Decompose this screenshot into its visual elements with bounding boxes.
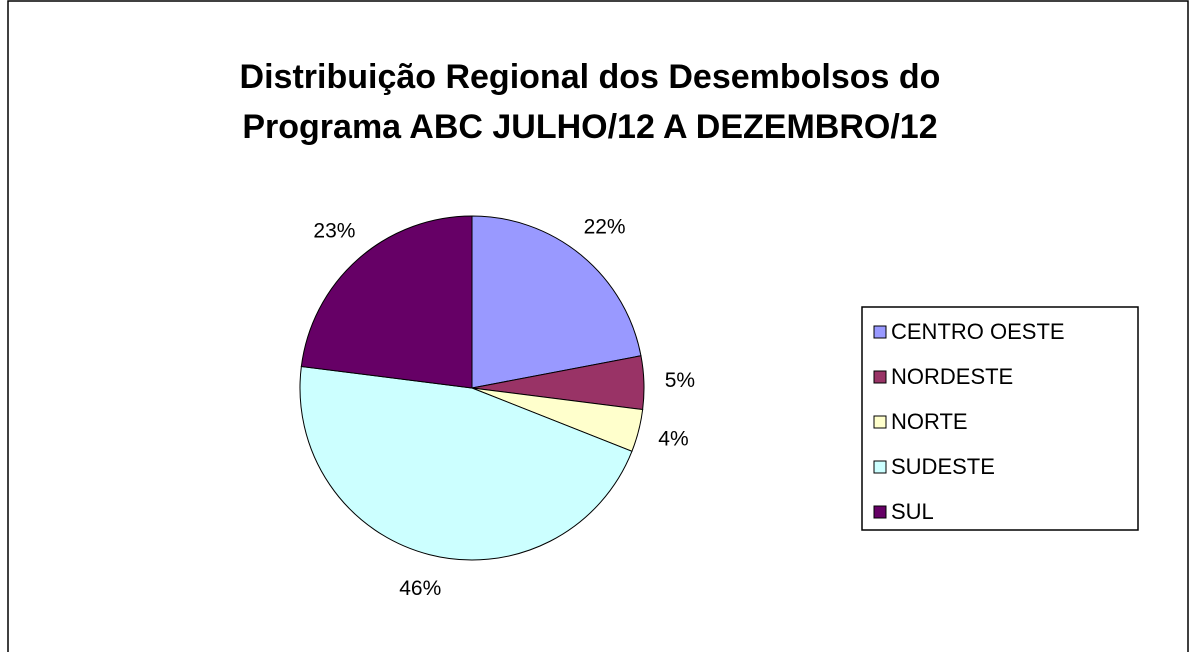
- data-label: 5%: [665, 369, 695, 392]
- legend-box: [861, 306, 1139, 531]
- legend-label: SUL: [891, 499, 934, 524]
- legend-swatch: [873, 460, 887, 474]
- data-label: 4%: [658, 427, 688, 450]
- pie-slice: [299, 365, 633, 561]
- legend-swatch: [873, 415, 887, 429]
- chart-title: Programa ABC JULHO/12 A DEZEMBRO/12: [242, 108, 937, 146]
- legend-label: NORDESTE: [891, 364, 1013, 389]
- legend-swatch: [873, 325, 887, 339]
- legend-swatch: [873, 370, 887, 384]
- pie-slice: [471, 215, 642, 389]
- chart-title: Distribuição Regional dos Desembolsos do: [240, 58, 941, 96]
- pie-slice: [300, 215, 473, 389]
- legend-label: SUDESTE: [891, 454, 995, 479]
- data-label: 23%: [313, 220, 355, 243]
- legend-swatch: [873, 505, 887, 519]
- legend-label: NORTE: [891, 409, 968, 434]
- data-label: 22%: [584, 215, 626, 238]
- legend-label: CENTRO OESTE: [891, 319, 1065, 344]
- data-label: 46%: [399, 577, 441, 600]
